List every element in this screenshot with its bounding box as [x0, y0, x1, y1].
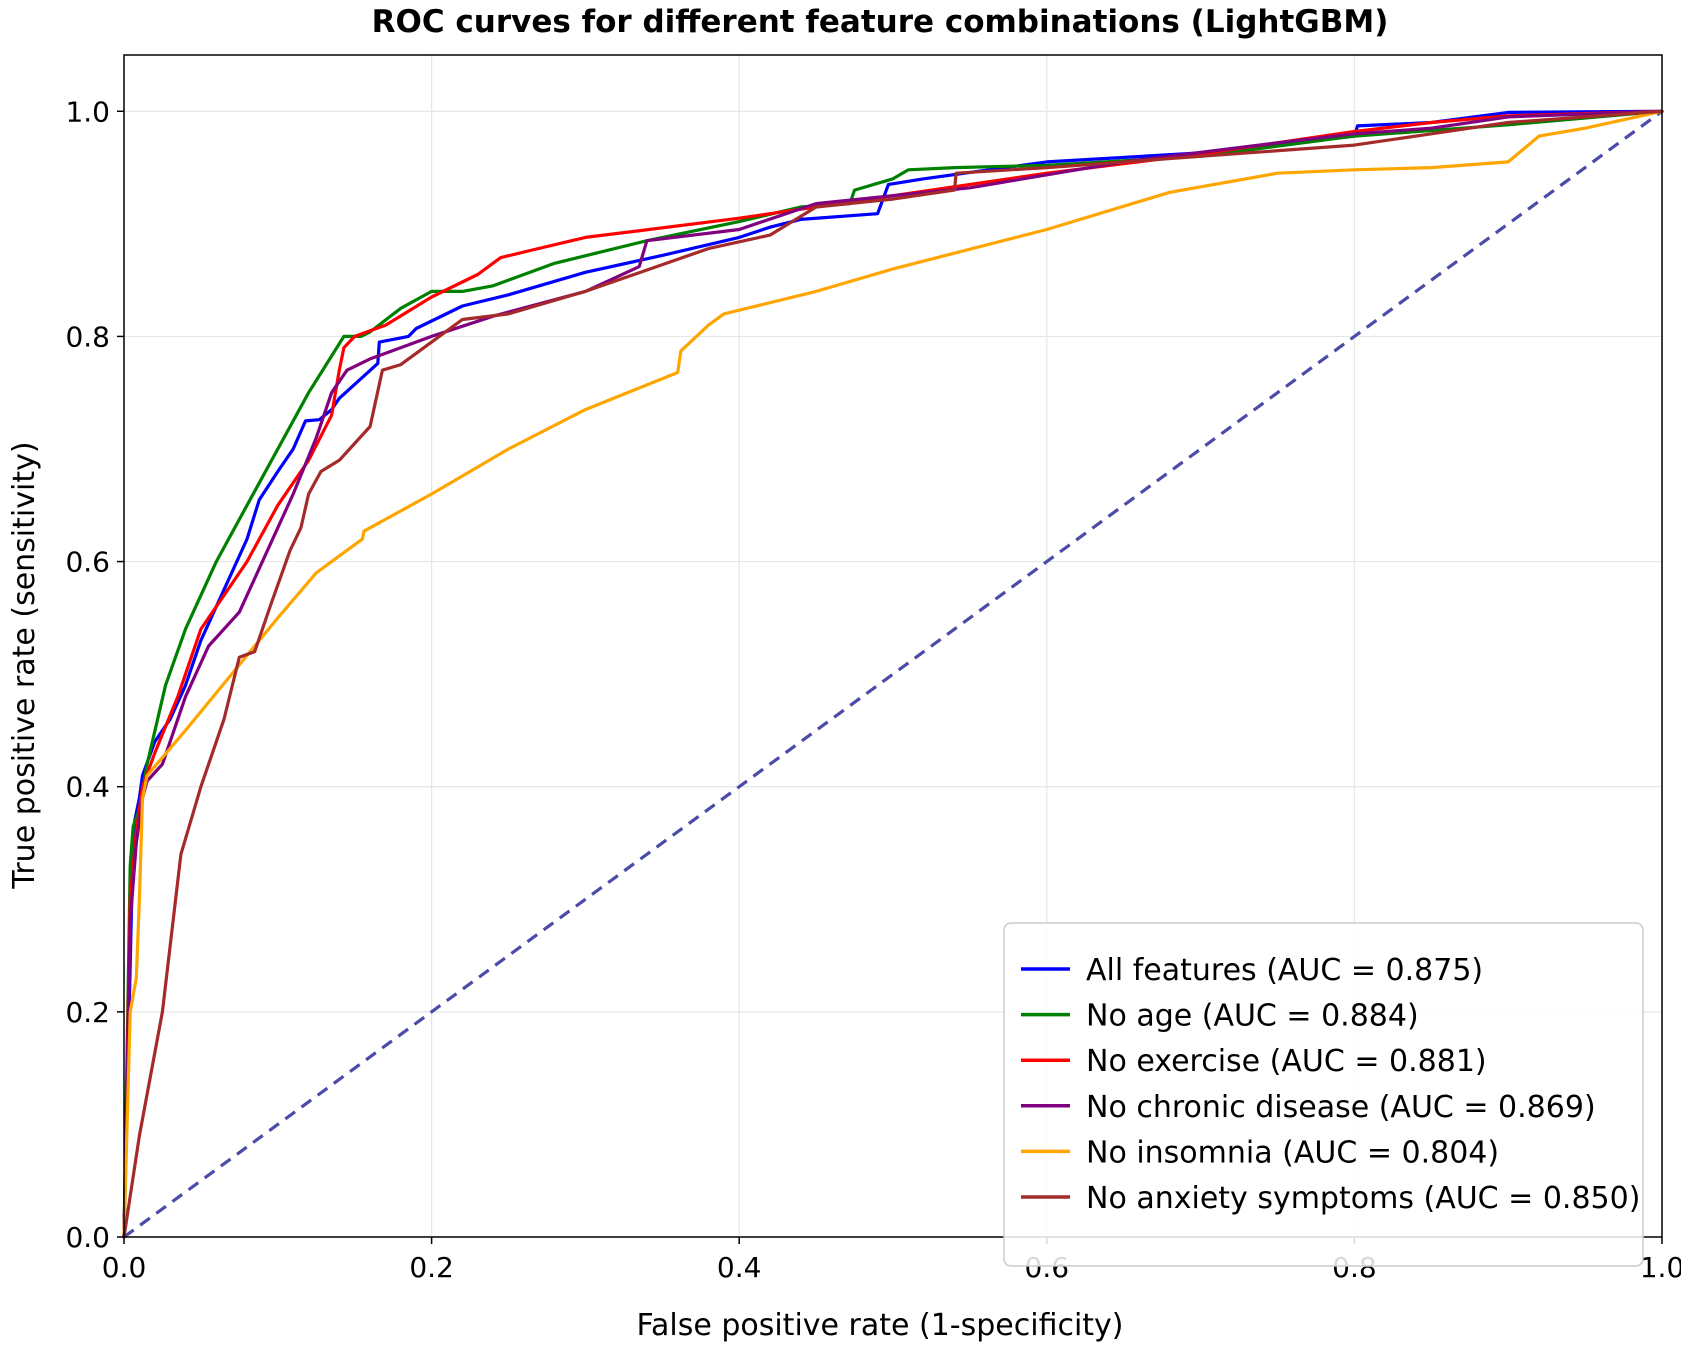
y-tick-label: 0.2: [65, 996, 110, 1029]
x-tick-label: 0.4: [717, 1251, 762, 1284]
y-tick-label: 0.6: [65, 546, 110, 579]
x-tick-label: 1.0: [1640, 1251, 1681, 1284]
legend-label: No insomnia (AUC = 0.804): [1086, 1135, 1499, 1170]
legend-label: No exercise (AUC = 0.881): [1086, 1044, 1487, 1079]
series-line-5: [122, 109, 1664, 1239]
legend-label: All features (AUC = 0.875): [1086, 953, 1483, 988]
plot-frame: [123, 54, 1663, 1238]
legend: All features (AUC = 0.875) No age (AUC = …: [1003, 922, 1644, 1267]
y-tick-label: 1.0: [65, 95, 110, 128]
x-tick-label: 0.2: [409, 1251, 454, 1284]
legend-box: [1003, 922, 1644, 1267]
chart-title: ROC curves for different feature combina…: [372, 4, 1389, 40]
series-line-4: [122, 109, 1664, 1239]
legend-label: No anxiety symptoms (AUC = 0.850): [1086, 1181, 1640, 1216]
x-tick-label: 0.0: [102, 1251, 147, 1284]
gridlines: [123, 55, 1663, 1238]
legend-label: No age (AUC = 0.884): [1086, 999, 1419, 1034]
y-tick-label: 0.4: [65, 771, 110, 804]
x-axis-label: False positive rate (1-specificity): [636, 1308, 1123, 1343]
y-tick-label: 0.8: [65, 320, 110, 353]
reference-diagonal-line: [123, 109, 1663, 1239]
series-line-1: [122, 109, 1664, 1239]
y-axis-label: True positive rate (sensitivity): [7, 441, 42, 889]
series-lines: [122, 109, 1664, 1239]
y-tick-label: 0.0: [65, 1221, 110, 1254]
series-line-3: [122, 109, 1664, 1239]
legend-label: No chronic disease (AUC = 0.869): [1086, 1090, 1596, 1125]
